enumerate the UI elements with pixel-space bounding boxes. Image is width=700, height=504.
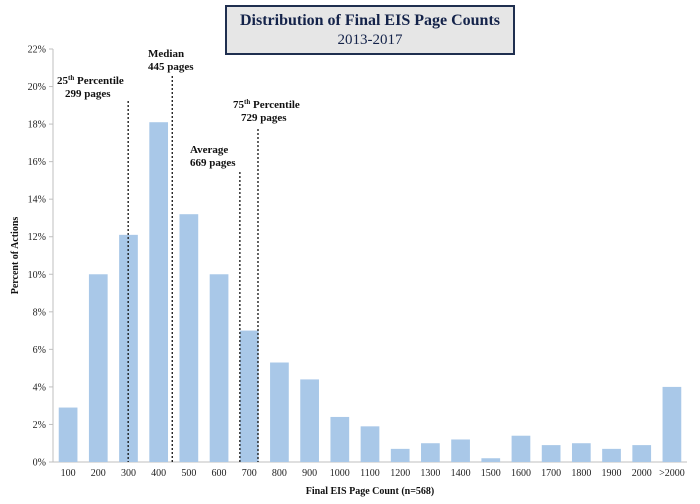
bar [511, 435, 531, 462]
x-tick-label: 100 [61, 468, 76, 479]
bar [421, 443, 440, 462]
y-tick-label: 8% [33, 307, 46, 318]
y-tick-label: 14% [28, 195, 46, 206]
y-tick-label: 22% [28, 45, 46, 56]
bar [541, 445, 561, 462]
bar [239, 330, 259, 462]
x-tick-label: 1100 [360, 468, 380, 479]
x-tick-label: 1000 [330, 468, 350, 479]
x-tick-label: 500 [181, 468, 196, 479]
annotation-value-avg: 669 pages [190, 157, 236, 169]
y-tick-label: 20% [28, 82, 46, 93]
bar [149, 122, 169, 463]
x-tick-label: 1200 [390, 468, 410, 479]
chart-title-box: Distribution of Final EIS Page Counts 20… [225, 5, 515, 55]
x-axis-label: Final EIS Page Count (n=568) [306, 486, 435, 497]
x-tick-label: 600 [212, 468, 227, 479]
x-tick-label: 800 [272, 468, 287, 479]
bar [390, 448, 410, 462]
x-tick-label: 1300 [420, 468, 440, 479]
x-tick-label: 1700 [541, 468, 561, 479]
y-axis-label: Percent of Actions [10, 217, 21, 295]
bar [330, 416, 350, 462]
annotation-label-avg: Average [190, 144, 228, 156]
x-tick-label: 200 [91, 468, 106, 479]
bar [209, 274, 229, 462]
y-tick-label: 2% [33, 420, 46, 431]
x-tick-label: 1500 [481, 468, 501, 479]
bar [360, 426, 380, 462]
x-tick-label: 400 [151, 468, 166, 479]
x-tick-label: 900 [302, 468, 317, 479]
y-tick-label: 0% [33, 458, 46, 469]
bar [300, 379, 319, 462]
y-tick-label: 12% [28, 232, 46, 243]
x-tick-label: 1900 [602, 468, 622, 479]
x-tick-label: 1400 [451, 468, 471, 479]
y-tick-label: 4% [33, 382, 46, 393]
bar [88, 274, 108, 462]
annotation-label-p75: 75th Percentile [233, 98, 300, 111]
bar [179, 214, 199, 462]
bar [602, 448, 621, 462]
x-tick-label: 1800 [571, 468, 591, 479]
y-tick-label: 18% [28, 120, 46, 131]
bar [571, 443, 591, 462]
annotation-value-median: 445 pages [148, 61, 194, 73]
annotation-value-p75: 729 pages [241, 112, 287, 124]
y-tick-label: 6% [33, 345, 46, 356]
x-tick-label: 300 [121, 468, 136, 479]
y-tick-label: 10% [28, 270, 46, 281]
x-tick-label: 2000 [632, 468, 652, 479]
annotation-value-p25: 299 pages [65, 88, 111, 100]
y-tick-label: 16% [28, 157, 46, 168]
bar [481, 458, 501, 462]
annotation-label-median: Median [148, 48, 184, 60]
x-tick-label: >2000 [659, 468, 685, 479]
chart-subtitle: 2013-2017 [337, 32, 403, 48]
annotation-label-p25: 25th Percentile [57, 74, 124, 87]
chart-title: Distribution of Final EIS Page Counts [239, 12, 501, 29]
bar [662, 386, 682, 462]
bar [119, 234, 138, 462]
bar [632, 445, 652, 462]
x-tick-label: 700 [242, 468, 257, 479]
bar [58, 407, 78, 462]
x-tick-label: 1600 [511, 468, 531, 479]
bar [451, 439, 470, 462]
bar [270, 362, 289, 462]
